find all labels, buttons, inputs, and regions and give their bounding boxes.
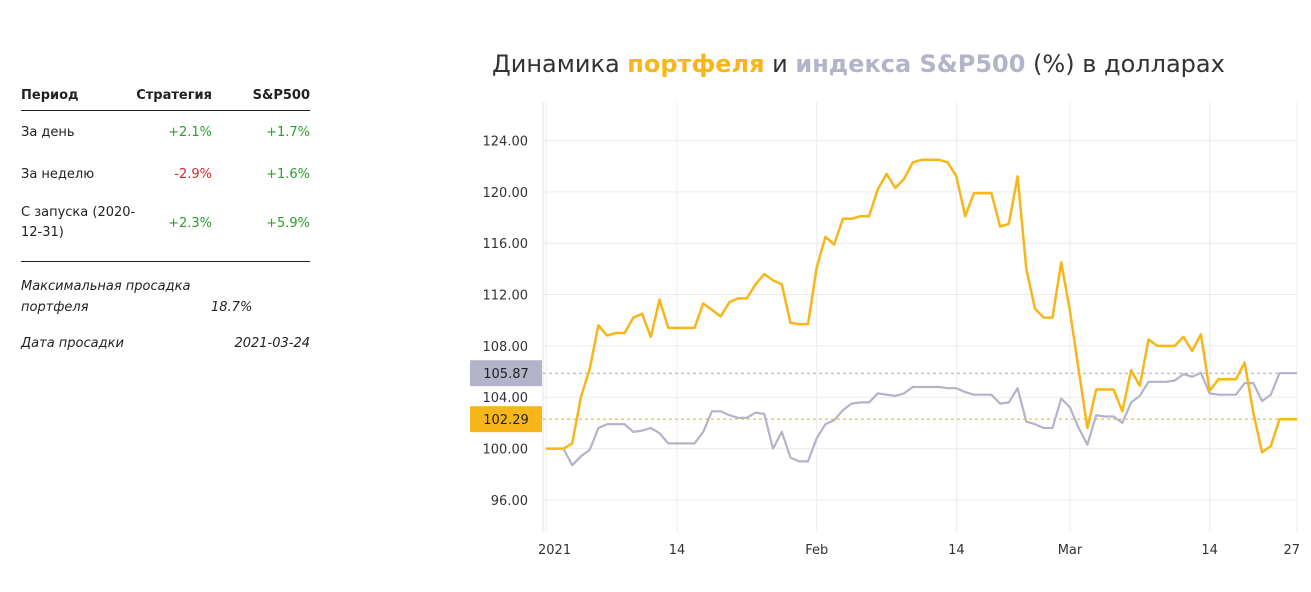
table-divider [21,261,310,262]
title-portfolio: портфеля [627,50,765,78]
sp500-value: +1.7% [266,124,310,140]
index-line [546,371,1297,467]
y-tick-label: 96.00 [491,494,528,509]
drawdown-date-label: Дата просадки [21,336,124,351]
title-index: индекса S&P500 [795,50,1026,78]
y-tick-label: 108.00 [483,340,529,355]
y-tick-label: 120.00 [483,186,529,201]
x-tick-label: Mar [1058,543,1083,558]
x-tick-label: Feb [805,543,828,558]
strategy-value: +2.3% [168,215,212,231]
chart-title: Динамика портфеля и индекса S&P500 (%) в… [492,50,1225,78]
header-period: Период [21,87,79,103]
drawdown-date-value: 2021-03-24 [234,336,310,351]
y-tick-label: 104.00 [483,391,529,406]
x-axis-ticks: 2021 14 Feb 14 Mar 14 27 [538,543,1300,558]
y-tick-label: 116.00 [483,237,529,252]
max-drawdown-label: Максимальная просадка портфеля [21,279,191,315]
stats-row-day: За день +2.1% +1.7% [21,111,310,153]
last-value-badges: 102.29 105.87 [470,360,542,433]
portfolio-line [546,158,1297,454]
row-label: С запуска (2020-12-31) [21,205,136,240]
line-chart: 96.00 100.00 104.00 108.00 112.00 116.00 120.0… [470,102,1300,558]
x-tick-label: 2021 [538,543,571,558]
stats-table: Период Стратегия S&P500 За день +2.1% +1… [21,82,310,351]
max-drawdown-row: Максимальная просадка портфеля 18.7% [21,276,310,318]
chart-lines [543,158,1297,467]
sp500-value: +1.6% [266,166,310,182]
title-part-1: Динамика [492,50,628,78]
strategy-value: -2.9% [174,166,212,182]
header-strategy: Стратегия [136,87,212,103]
strategy-value: +2.1% [168,124,212,140]
row-label: За неделю [21,166,95,182]
y-axis-ticks: 96.00 100.00 104.00 108.00 112.00 116.00 120.0… [483,135,529,509]
badge-background [470,360,542,387]
x-tick-label: 14 [669,543,686,558]
x-tick-label: 27 [1283,543,1300,558]
y-tick-label: 100.00 [483,443,529,458]
title-part-3: и [764,50,796,78]
index-line-badge: 105.87 [470,360,542,387]
x-tick-label: 14 [1201,543,1218,558]
portfolio-line-badge: 102.29 [470,406,542,433]
y-tick-label: 124.00 [483,135,529,150]
stats-row-week: За неделю -2.9% +1.6% [21,153,310,195]
row-label: За день [21,124,75,140]
header-sp500: S&P500 [252,87,310,103]
title-part-5: (%) в долларах [1025,50,1225,78]
sp500-value: +5.9% [266,215,310,231]
badge-background [470,406,542,433]
drawdown-date-row: Дата просадки 2021-03-24 [21,336,310,351]
y-tick-label: 112.00 [483,289,529,304]
max-drawdown-value: 18.7% [211,300,253,315]
x-tick-label: 14 [948,543,965,558]
badge-value: 105.87 [483,367,529,382]
stats-row-since-launch: С запуска (2020-12-31) +2.3% +5.9% [21,195,310,251]
badge-value: 102.29 [483,413,529,428]
stats-header: Период Стратегия S&P500 [21,82,310,111]
